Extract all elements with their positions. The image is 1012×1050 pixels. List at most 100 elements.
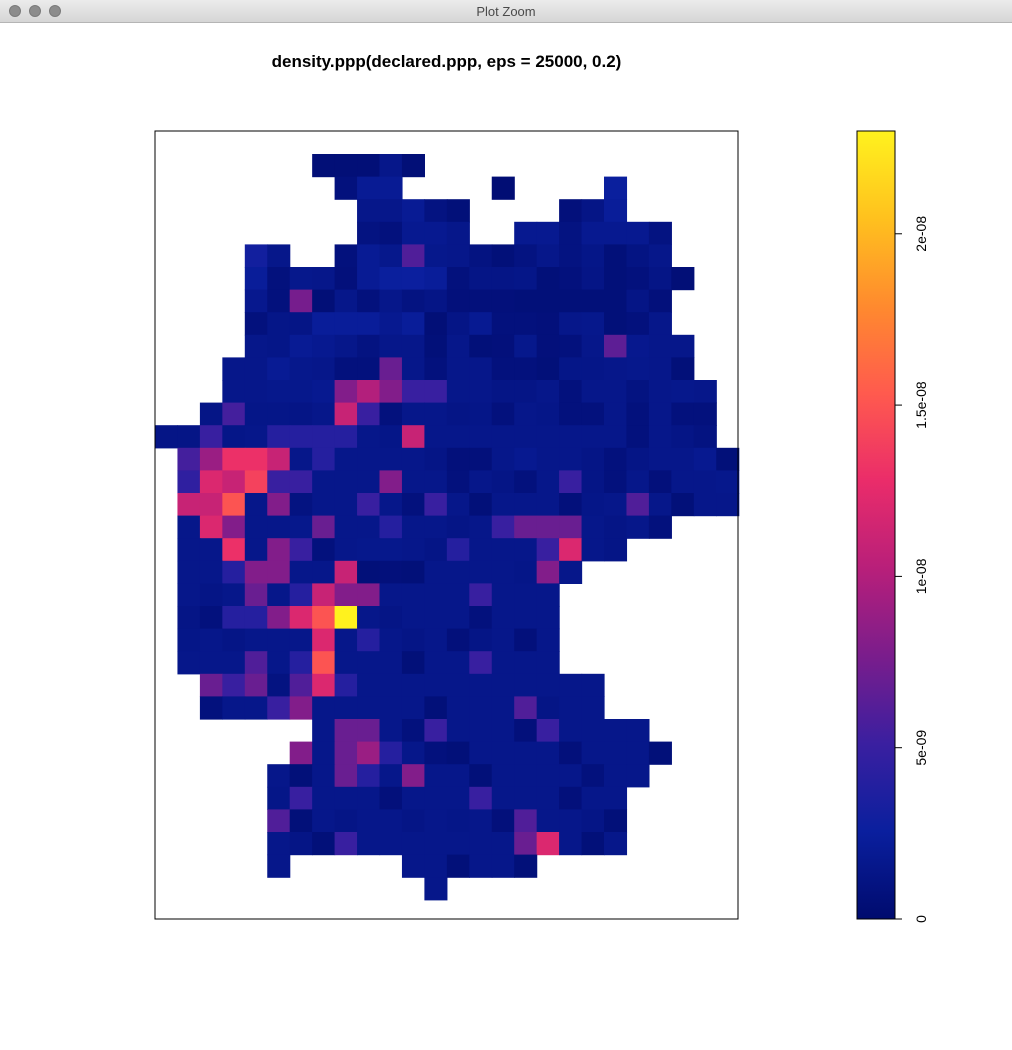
density-cell bbox=[559, 741, 583, 765]
density-cell bbox=[491, 696, 515, 720]
density-cell bbox=[491, 334, 515, 358]
density-cell bbox=[379, 221, 403, 245]
density-cell bbox=[469, 470, 493, 494]
density-cell bbox=[536, 719, 560, 743]
density-cell bbox=[693, 493, 717, 517]
density-cell bbox=[334, 786, 358, 810]
density-cell bbox=[379, 470, 403, 494]
density-cell bbox=[424, 447, 448, 471]
density-cell bbox=[357, 696, 381, 720]
density-cell bbox=[626, 719, 650, 743]
density-cell bbox=[604, 741, 628, 765]
density-cell bbox=[469, 380, 493, 404]
density-cell bbox=[379, 289, 403, 313]
density-cell bbox=[357, 606, 381, 630]
density-cell bbox=[671, 493, 695, 517]
density-cell bbox=[244, 515, 268, 539]
density-cell bbox=[514, 786, 538, 810]
density-cell bbox=[424, 334, 448, 358]
density-cell bbox=[491, 402, 515, 426]
density-cell bbox=[289, 538, 313, 562]
density-cell bbox=[177, 606, 201, 630]
density-cell bbox=[222, 606, 246, 630]
density-cell bbox=[401, 289, 425, 313]
density-cell bbox=[446, 696, 470, 720]
density-cell bbox=[312, 560, 336, 584]
density-cell bbox=[177, 425, 201, 449]
density-cell bbox=[446, 312, 470, 336]
density-cell bbox=[334, 244, 358, 268]
density-cell bbox=[536, 289, 560, 313]
plot-frame bbox=[154, 130, 739, 920]
density-cell bbox=[491, 447, 515, 471]
density-cell bbox=[267, 786, 291, 810]
density-cell bbox=[648, 289, 672, 313]
density-cell bbox=[222, 583, 246, 607]
density-cell bbox=[222, 651, 246, 675]
density-cell bbox=[267, 244, 291, 268]
density-cell bbox=[536, 786, 560, 810]
minimize-window-button[interactable] bbox=[29, 5, 41, 17]
density-cell bbox=[559, 560, 583, 584]
density-cell bbox=[334, 493, 358, 517]
density-cell bbox=[222, 357, 246, 381]
density-cell bbox=[604, 244, 628, 268]
density-cell bbox=[379, 267, 403, 291]
density-cell bbox=[312, 470, 336, 494]
density-cell bbox=[357, 357, 381, 381]
density-cell bbox=[199, 425, 223, 449]
density-cell bbox=[379, 606, 403, 630]
density-cell bbox=[648, 312, 672, 336]
density-cell bbox=[177, 447, 201, 471]
density-cell bbox=[716, 470, 740, 494]
density-cell bbox=[491, 515, 515, 539]
density-cell bbox=[222, 538, 246, 562]
density-cell bbox=[199, 560, 223, 584]
density-cell bbox=[424, 289, 448, 313]
density-cell bbox=[559, 538, 583, 562]
density-cell bbox=[267, 289, 291, 313]
density-cell bbox=[716, 447, 740, 471]
window-title: Plot Zoom bbox=[476, 4, 536, 19]
density-cell bbox=[401, 832, 425, 856]
density-cell bbox=[379, 741, 403, 765]
density-cell bbox=[581, 832, 605, 856]
density-cell bbox=[469, 425, 493, 449]
density-cell bbox=[446, 447, 470, 471]
density-cell bbox=[514, 628, 538, 652]
density-cell bbox=[379, 809, 403, 833]
close-window-button[interactable] bbox=[9, 5, 21, 17]
density-cell bbox=[357, 651, 381, 675]
density-cell bbox=[289, 380, 313, 404]
density-cell bbox=[267, 560, 291, 584]
density-cell bbox=[581, 673, 605, 697]
density-cell bbox=[446, 538, 470, 562]
density-cell bbox=[469, 832, 493, 856]
density-cell bbox=[581, 244, 605, 268]
density-cell bbox=[626, 493, 650, 517]
density-cell bbox=[514, 741, 538, 765]
density-cell bbox=[446, 357, 470, 381]
density-cell bbox=[424, 854, 448, 878]
density-cell bbox=[469, 719, 493, 743]
density-cell bbox=[559, 267, 583, 291]
density-cell bbox=[581, 447, 605, 471]
zoom-window-button[interactable] bbox=[49, 5, 61, 17]
density-cell bbox=[199, 447, 223, 471]
density-cell bbox=[559, 673, 583, 697]
density-cell bbox=[604, 809, 628, 833]
density-cell bbox=[446, 267, 470, 291]
density-cell bbox=[267, 538, 291, 562]
density-cell bbox=[514, 289, 538, 313]
density-cell bbox=[491, 832, 515, 856]
density-cell bbox=[401, 267, 425, 291]
density-cell bbox=[604, 334, 628, 358]
density-cell bbox=[469, 267, 493, 291]
density-cell bbox=[716, 493, 740, 517]
density-cell bbox=[671, 447, 695, 471]
density-cell bbox=[401, 651, 425, 675]
density-cell bbox=[536, 447, 560, 471]
density-cell bbox=[559, 447, 583, 471]
density-cell bbox=[446, 673, 470, 697]
density-cell bbox=[469, 651, 493, 675]
